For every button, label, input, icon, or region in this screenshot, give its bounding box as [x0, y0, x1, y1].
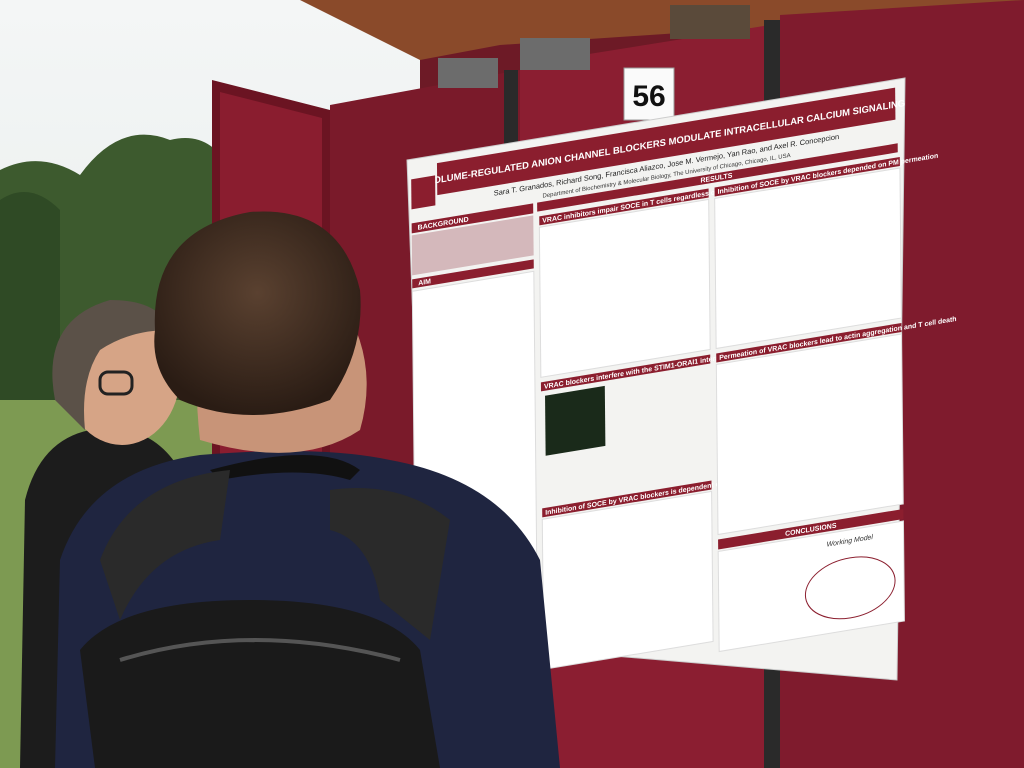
figure-panel [538, 198, 711, 378]
figure-panel [541, 490, 714, 670]
section-bar [542, 480, 712, 518]
section-bar [718, 508, 904, 550]
clip [520, 38, 590, 70]
number: 56 [632, 80, 665, 113]
section-bar [716, 322, 902, 363]
figure-panel [715, 333, 904, 536]
results-bar [537, 143, 898, 212]
text-block [411, 215, 534, 276]
section-bar [412, 259, 534, 289]
microscopy [545, 385, 606, 456]
trees-dark [0, 192, 60, 400]
clip [670, 5, 750, 39]
section-bar [540, 354, 711, 392]
glasses [98, 370, 134, 396]
figure-panel [717, 520, 905, 653]
strap [330, 488, 450, 640]
title-bar [436, 87, 896, 196]
section-title: AIM [418, 278, 431, 287]
zipper [119, 638, 401, 662]
model-diagram [804, 556, 896, 620]
section-bar [714, 156, 900, 197]
man-hair [154, 211, 361, 415]
clip [438, 58, 498, 88]
figure-panel [714, 167, 902, 350]
strap [100, 470, 230, 620]
woman-hair [52, 300, 171, 430]
lanyard [210, 455, 360, 480]
backpack [80, 600, 440, 768]
section-bar [539, 188, 709, 226]
logo [411, 175, 436, 210]
section-bar [411, 203, 534, 234]
